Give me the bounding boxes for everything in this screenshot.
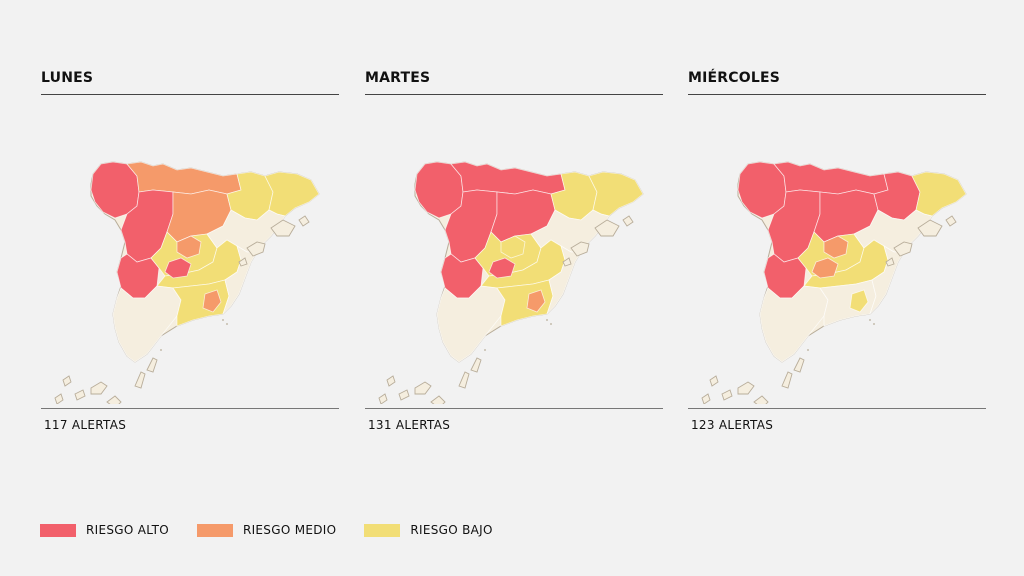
region-canarias bbox=[386, 375, 396, 387]
region-hotspot-1 bbox=[164, 257, 192, 279]
region-hotspot-1 bbox=[811, 257, 839, 279]
spain-map bbox=[701, 161, 967, 404]
region-hotspot-2 bbox=[202, 289, 222, 313]
region-baleares bbox=[945, 215, 957, 227]
region-canarias bbox=[709, 375, 719, 387]
legend-label: RIESGO BAJO bbox=[410, 523, 493, 537]
islet bbox=[869, 319, 871, 321]
region-hotspot-1 bbox=[488, 257, 516, 279]
region-cantabrico bbox=[773, 161, 889, 195]
legend-item-medio: RIESGO MEDIO bbox=[196, 523, 337, 537]
region-andalucia-oeste bbox=[112, 285, 182, 363]
legend-swatch bbox=[364, 523, 401, 537]
legend-item-bajo: RIESGO BAJO bbox=[364, 523, 492, 537]
region-canarias bbox=[430, 395, 446, 404]
region-baleares bbox=[562, 257, 572, 267]
region-canarias bbox=[737, 381, 755, 395]
panel-title: MARTES bbox=[365, 70, 663, 95]
region-canarias bbox=[54, 393, 64, 404]
legend-swatch bbox=[196, 523, 233, 537]
panel-miercoles: MIÉRCOLES 123 ALERTAS bbox=[688, 70, 986, 440]
islet bbox=[222, 319, 224, 321]
panel-martes: MARTES 131 ALERTAS bbox=[365, 70, 663, 440]
region-canarias bbox=[398, 389, 410, 401]
region-hotspot-2 bbox=[526, 289, 546, 313]
region-canarias bbox=[106, 395, 122, 404]
panel-title: MIÉRCOLES bbox=[688, 70, 986, 95]
legend-label: RIESGO MEDIO bbox=[242, 523, 337, 537]
region-canarias bbox=[134, 371, 146, 389]
region-canarias bbox=[414, 381, 432, 395]
region-baleares bbox=[917, 219, 943, 237]
region-canarias bbox=[753, 395, 769, 404]
region-andalucia-oeste bbox=[436, 285, 506, 363]
region-canarias bbox=[74, 389, 86, 401]
region-galicia bbox=[414, 161, 464, 219]
region-canarias bbox=[62, 375, 72, 387]
region-madrid bbox=[500, 235, 526, 259]
region-murcia bbox=[222, 245, 258, 315]
legend-item-alto: RIESGO ALTO bbox=[40, 523, 169, 537]
region-canarias bbox=[146, 357, 158, 373]
islet bbox=[873, 323, 875, 325]
legend-label: RIESGO ALTO bbox=[86, 523, 169, 537]
islet bbox=[226, 323, 228, 325]
region-canarias bbox=[378, 393, 388, 404]
region-hotspot-2 bbox=[849, 289, 869, 313]
region-cantabrico bbox=[450, 161, 566, 195]
region-canarias bbox=[793, 357, 805, 373]
region-canarias bbox=[721, 389, 733, 401]
alerts-count: 131 ALERTAS bbox=[365, 408, 663, 432]
islet bbox=[807, 349, 809, 351]
region-canarias bbox=[90, 381, 108, 395]
legend: RIESGO ALTO RIESGO MEDIO RIESGO BAJO bbox=[40, 523, 521, 537]
region-canarias bbox=[458, 371, 470, 389]
region-murcia bbox=[869, 245, 905, 315]
region-murcia bbox=[546, 245, 582, 315]
islet bbox=[160, 349, 162, 351]
region-cataluna bbox=[264, 171, 320, 217]
region-cantabrico bbox=[126, 161, 242, 195]
region-baleares bbox=[893, 241, 913, 257]
region-madrid bbox=[823, 235, 849, 259]
region-baleares bbox=[622, 215, 634, 227]
region-cataluna bbox=[588, 171, 644, 217]
panel-title: LUNES bbox=[41, 70, 339, 95]
region-galicia bbox=[90, 161, 140, 219]
region-madrid bbox=[176, 235, 202, 259]
region-baleares bbox=[270, 219, 296, 237]
region-baleares bbox=[570, 241, 590, 257]
region-galicia bbox=[737, 161, 787, 219]
islet bbox=[546, 319, 548, 321]
region-canarias bbox=[701, 393, 711, 404]
region-canarias bbox=[470, 357, 482, 373]
region-canarias bbox=[781, 371, 793, 389]
region-baleares bbox=[298, 215, 310, 227]
islet bbox=[550, 323, 552, 325]
islet bbox=[484, 349, 486, 351]
region-cataluna bbox=[911, 171, 967, 217]
region-baleares bbox=[885, 257, 895, 267]
region-baleares bbox=[246, 241, 266, 257]
region-andalucia-oeste bbox=[759, 285, 829, 363]
alerts-count: 123 ALERTAS bbox=[688, 408, 986, 432]
spain-map bbox=[378, 161, 644, 404]
alerts-count: 117 ALERTAS bbox=[41, 408, 339, 432]
legend-swatch bbox=[40, 523, 76, 537]
panel-lunes: LUNES 117 ALERTAS bbox=[41, 70, 339, 440]
spain-map bbox=[54, 161, 320, 404]
region-baleares bbox=[594, 219, 620, 237]
region-baleares bbox=[238, 257, 248, 267]
